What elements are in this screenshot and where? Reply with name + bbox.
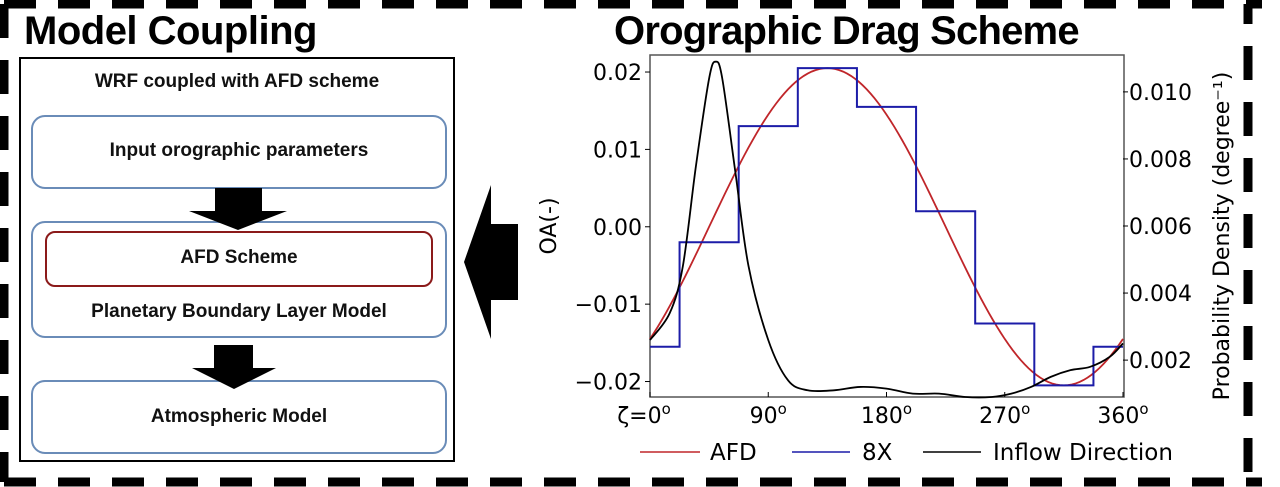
y2-tick-label: 0.010 [1129, 81, 1192, 106]
input-parameters-label: Input orographic parameters [109, 140, 369, 161]
afd-scheme-label: AFD Scheme [180, 247, 298, 268]
y2-tick-label: 0.004 [1129, 282, 1192, 307]
x-tick-label: 270o [979, 400, 1030, 429]
series-afd [649, 67, 1124, 387]
right-y-axis: 0.010 0.008 0.006 0.004 0.002 [1123, 81, 1192, 374]
legend-label: AFD [710, 440, 757, 466]
series-layer [649, 60, 1124, 399]
y-tick-label: −0.01 [575, 293, 642, 318]
wrf-coupling-box: WRF coupled with AFD scheme Input orogra… [19, 57, 455, 462]
box-heading: WRF coupled with AFD scheme [94, 71, 380, 92]
orographic-drag-title: Orographic Drag Scheme [614, 9, 1080, 53]
x-tick-label: 360o [1097, 400, 1148, 429]
y-tick-label: 0.00 [593, 216, 642, 241]
model-coupling-title: Model Coupling [24, 9, 317, 53]
input-parameters-box: Input orographic parameters [31, 115, 447, 189]
y2-tick-label: 0.002 [1129, 349, 1192, 374]
y2-tick-label: 0.008 [1129, 148, 1192, 173]
down-arrow-icon [192, 345, 276, 389]
x-tick-label: 90o [750, 400, 787, 429]
pbl-model-label: Planetary Boundary Layer Model [91, 301, 387, 322]
y2-axis-label: Probability Density (degree⁻¹) [1210, 72, 1235, 401]
y-tick-label: −0.02 [575, 371, 642, 396]
down-arrow-icon [189, 188, 287, 230]
x-tick-label: 180o [861, 400, 912, 429]
series-8x [650, 67, 1123, 387]
y-tick-label: 0.01 [593, 138, 642, 163]
legend-label: 8X [862, 440, 893, 466]
y2-tick-label: 0.006 [1129, 215, 1192, 240]
pbl-model-box: AFD Scheme Planetary Boundary Layer Mode… [31, 221, 447, 338]
left-arrow-icon [464, 185, 518, 339]
series-inflow-direction [649, 60, 1124, 399]
afd-scheme-box: AFD Scheme [45, 231, 433, 287]
x-tick-label: ζ=0o [617, 400, 671, 429]
chart-legend: AFD 8X Inflow Direction [640, 440, 1173, 466]
y-tick-label: 0.02 [593, 61, 642, 86]
x-axis: ζ=0o 90o 180o 270o 360o [617, 392, 1149, 429]
atmospheric-model-label: Atmospheric Model [150, 406, 328, 427]
y-axis-label: OA(-) [537, 197, 562, 254]
left-y-axis: 0.02 0.01 0.00 −0.01 −0.02 [575, 61, 650, 396]
legend-label: Inflow Direction [993, 440, 1173, 466]
